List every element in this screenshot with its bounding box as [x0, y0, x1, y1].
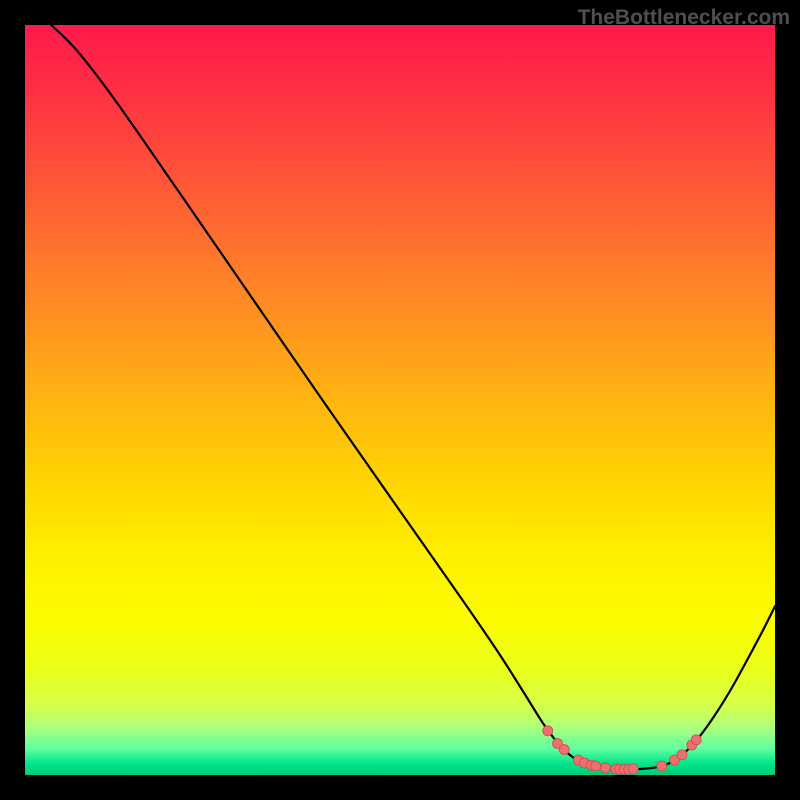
watermark-text: TheBottlenecker.com: [578, 6, 790, 30]
data-marker: [601, 763, 611, 773]
data-marker: [543, 726, 553, 736]
chart-svg: [25, 25, 775, 775]
data-marker: [559, 745, 569, 755]
data-marker: [691, 735, 701, 745]
data-marker: [628, 764, 638, 774]
data-marker: [677, 750, 687, 760]
plot-area: [25, 25, 775, 775]
data-marker: [591, 761, 601, 771]
data-marker: [657, 761, 667, 771]
gradient-background: [25, 25, 775, 775]
chart-container: TheBottlenecker.com: [0, 0, 800, 800]
